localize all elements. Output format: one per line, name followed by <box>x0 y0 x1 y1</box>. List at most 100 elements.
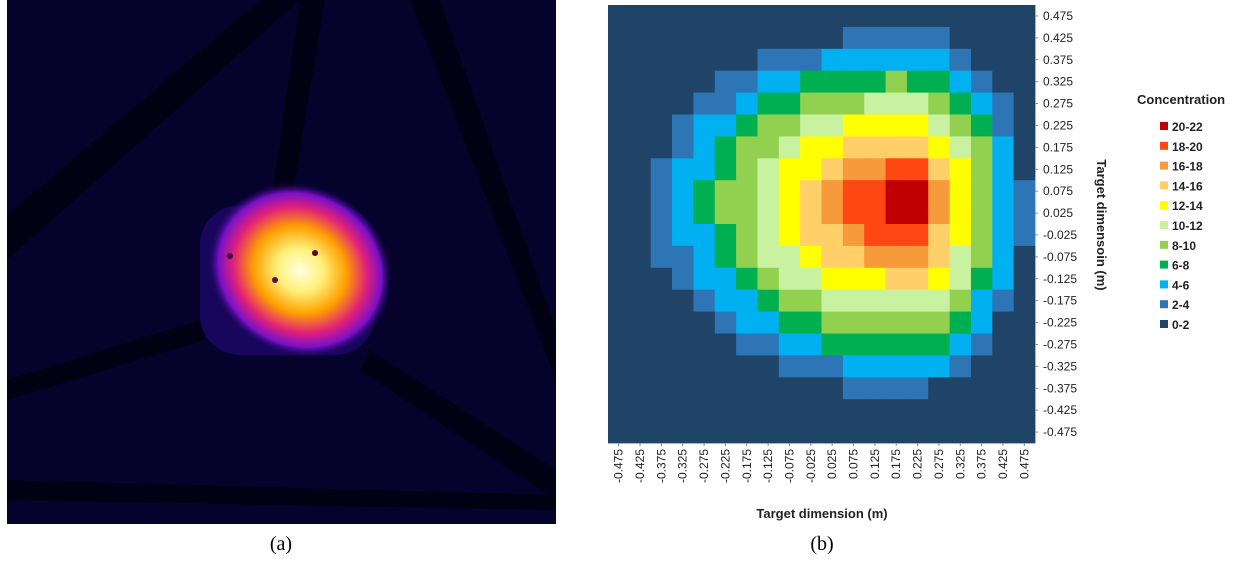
cell <box>672 289 694 312</box>
cell <box>821 92 844 115</box>
cell <box>757 355 780 378</box>
legend-label: 16-18 <box>1172 160 1203 174</box>
cell <box>1013 136 1036 159</box>
cell <box>650 92 673 115</box>
y-tick-label: -0.325 <box>1043 359 1077 373</box>
cell <box>736 311 758 334</box>
cell <box>885 245 908 269</box>
legend-swatch <box>1160 221 1168 229</box>
cell <box>864 267 886 291</box>
cell <box>885 180 908 203</box>
cell <box>672 48 694 72</box>
cell <box>928 311 950 334</box>
cell <box>885 114 908 137</box>
cell <box>650 26 673 50</box>
cell <box>992 48 1015 72</box>
x-tick-label: 0.275 <box>932 449 946 479</box>
cell <box>864 180 886 203</box>
cell <box>650 5 673 28</box>
x-tick-label: -0.325 <box>676 449 690 483</box>
cell <box>885 26 908 50</box>
x-tick-label: 0.325 <box>953 449 967 479</box>
cell <box>928 26 950 50</box>
cell <box>608 5 630 28</box>
cell <box>992 70 1015 93</box>
cell <box>800 180 822 203</box>
cell <box>906 5 929 28</box>
legend-swatch <box>1160 300 1168 309</box>
legend-label: 18-20 <box>1172 140 1203 154</box>
cell <box>928 399 950 422</box>
cell <box>800 421 822 444</box>
cell <box>757 114 780 137</box>
cell <box>906 399 929 422</box>
cell <box>949 92 972 115</box>
cell <box>629 5 652 28</box>
cell <box>928 5 950 28</box>
cell <box>672 180 694 203</box>
cell <box>693 114 716 137</box>
cell <box>629 399 652 422</box>
x-tick-label: 0.075 <box>847 449 861 479</box>
panel-label: (a) <box>270 533 292 555</box>
cell <box>842 92 865 115</box>
cell <box>928 377 950 400</box>
legend-swatch <box>1160 141 1168 150</box>
cell <box>885 399 908 422</box>
cell <box>800 70 822 93</box>
cell <box>800 136 822 159</box>
y-tick-label: -0.075 <box>1043 250 1077 264</box>
cell <box>608 289 630 312</box>
cell <box>757 48 780 72</box>
cell <box>842 5 865 28</box>
cell <box>885 377 908 400</box>
cell <box>629 245 652 269</box>
cell <box>757 224 780 247</box>
cell <box>629 289 652 312</box>
cell <box>1013 114 1036 137</box>
cell <box>800 202 822 225</box>
cell <box>928 202 950 225</box>
cell <box>714 311 737 334</box>
cell <box>992 355 1015 378</box>
cell <box>714 245 737 269</box>
cell <box>864 158 886 181</box>
cell <box>778 333 801 356</box>
y-tick-label: -0.425 <box>1043 403 1077 417</box>
cell <box>714 158 737 181</box>
y-tick-label: 0.425 <box>1043 31 1073 45</box>
cell <box>672 267 694 291</box>
legend-label: 14-16 <box>1172 179 1203 193</box>
cell <box>672 399 694 422</box>
cell <box>970 202 993 225</box>
cell <box>885 202 908 225</box>
cell <box>736 224 758 247</box>
cell <box>821 377 844 400</box>
y-tick-label: 0.125 <box>1043 162 1073 176</box>
legend-swatch <box>1160 320 1168 328</box>
cell <box>672 421 694 444</box>
cell <box>714 70 737 93</box>
cell <box>1013 26 1036 50</box>
x-tick-label: 0.375 <box>975 449 989 479</box>
cell <box>949 399 972 422</box>
y-tick-label: -0.125 <box>1043 272 1077 286</box>
cell <box>693 421 716 444</box>
cell <box>928 245 950 269</box>
cell <box>821 289 844 312</box>
cell <box>608 202 630 225</box>
cell <box>821 267 844 291</box>
cell <box>842 26 865 50</box>
cell <box>821 5 844 28</box>
cell <box>864 26 886 50</box>
cell <box>778 311 801 334</box>
cell <box>992 158 1015 181</box>
cell <box>714 114 737 137</box>
y-tick-label: -0.175 <box>1043 294 1077 308</box>
cell <box>714 333 737 356</box>
cell <box>842 48 865 72</box>
cell <box>629 92 652 115</box>
cell <box>693 92 716 115</box>
cell <box>757 421 780 444</box>
